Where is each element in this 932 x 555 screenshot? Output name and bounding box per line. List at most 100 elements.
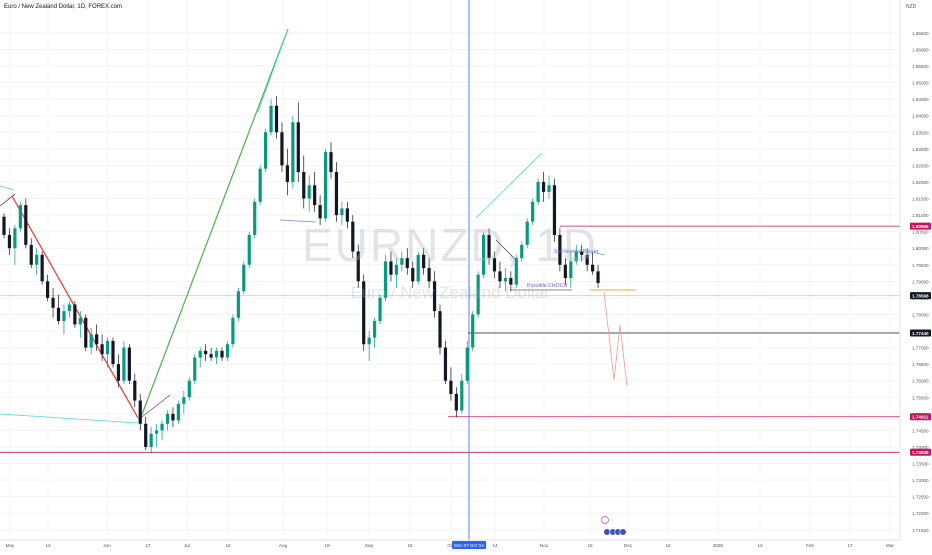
time-tick-label: Oct: [447, 543, 455, 548]
projection-path: [603, 291, 628, 387]
candle-body: [253, 201, 257, 235]
price-level-tag-bg: [910, 448, 931, 456]
candle-body: [541, 181, 546, 192]
time-tick-label: Jul: [184, 543, 190, 548]
time-axis[interactable]: May 13 Jun 17 Jul 15 Aug 19 Sep 16 Oct 14 Nov 18 Dec 16…: [0, 539, 900, 549]
annotations: Sell Internal Bourer Possible CHOCH: [527, 249, 599, 289]
price-tick-label: 1.72500: [912, 495, 929, 500]
candle-body: [187, 380, 191, 398]
candle: [585, 248, 589, 272]
price-tick-label: 1.79000: [912, 279, 929, 284]
candle: [116, 354, 121, 388]
candle: [67, 301, 71, 318]
price-tick-label: 1.77000: [912, 346, 929, 351]
candle-body: [536, 181, 540, 202]
candle: [89, 327, 93, 355]
candle-body: [334, 172, 339, 216]
candle: [84, 314, 88, 351]
price-level-tag-label: 1.73838: [912, 450, 929, 455]
candle: [345, 201, 349, 229]
candle-body: [367, 337, 371, 345]
time-tick-label: 16: [665, 543, 671, 548]
candle-body: [280, 132, 284, 166]
candle-body: [329, 152, 333, 172]
candle: [487, 228, 491, 265]
price-tick-label: 1.74000: [912, 445, 929, 450]
candle: [138, 393, 142, 431]
candle-body: [67, 304, 71, 312]
candle-body: [127, 347, 131, 381]
candle: [498, 261, 502, 288]
candle: [574, 244, 578, 265]
price-tick-label: 1.78000: [912, 312, 929, 317]
candle-body: [509, 278, 513, 285]
candle-body: [547, 185, 551, 192]
candle-body: [73, 304, 77, 325]
candle-body: [558, 234, 562, 265]
candle: [46, 274, 50, 302]
candle-body: [340, 208, 344, 216]
candle: [122, 340, 126, 384]
candle: [520, 241, 524, 262]
price-tick-label: 1.84500: [912, 97, 929, 102]
candle: [193, 354, 197, 384]
candle-body: [362, 281, 366, 345]
price-tick-label: 1.80000: [912, 246, 929, 251]
candle: [492, 251, 497, 278]
candle-body: [144, 423, 148, 447]
candles: [2, 95, 600, 454]
price-tick-label: 1.73500: [912, 462, 929, 467]
candle: [198, 347, 202, 368]
candle-body: [236, 291, 240, 318]
candle: [73, 301, 77, 328]
candle: [133, 374, 137, 408]
candle-body: [574, 251, 578, 262]
candle: [449, 367, 453, 401]
candle-body: [449, 380, 453, 394]
internal-line: [591, 251, 606, 256]
candle: [389, 251, 393, 282]
candle-body: [214, 350, 219, 358]
candle-body: [427, 268, 431, 282]
candle: [465, 340, 469, 384]
candle: [482, 231, 486, 278]
time-tick-label: 14: [492, 543, 498, 548]
price-tick-label: 1.82500: [912, 163, 929, 168]
candle-body: [2, 216, 6, 235]
candle-body: [18, 205, 22, 229]
candle-body: [89, 334, 93, 348]
event-markers[interactable]: [601, 516, 627, 536]
candle: [536, 178, 540, 206]
time-tick-label: Jun: [103, 543, 111, 548]
price-axis[interactable]: 1.86500 1.86000 1.85500 1.85000 1.84500 1.840…: [899, 0, 932, 550]
candle: [29, 238, 33, 269]
candle: [307, 175, 311, 212]
price-tick-label: 1.79500: [912, 263, 929, 268]
candle-body: [133, 380, 137, 401]
candle-body: [231, 317, 235, 345]
trend-line-black-right: [495, 239, 519, 263]
candle: [591, 251, 595, 275]
candle-body: [225, 344, 230, 358]
candle-body: [274, 105, 279, 133]
candle: [291, 115, 295, 189]
candle: [525, 218, 529, 249]
price-level-tag: 1.74911: [910, 413, 931, 421]
price-tick-label: 1.76000: [912, 379, 929, 384]
time-tick-label: 16: [407, 543, 413, 548]
candle-body: [531, 201, 535, 222]
crosshair-date-label: Mon 07 Oct '24: [454, 543, 484, 548]
candle-body: [460, 380, 464, 411]
price-level-tag-bg: [910, 222, 931, 230]
time-tick-label: 18: [587, 543, 593, 548]
candle: [209, 347, 213, 361]
candle-body: [569, 261, 573, 278]
time-tick-label: Mar: [886, 543, 894, 548]
price-tick-label: 1.82000: [912, 180, 929, 185]
candle-body: [422, 254, 426, 269]
time-tick-label: 13: [45, 543, 51, 548]
price-level-tag-bg: [910, 329, 931, 337]
candle-body: [471, 314, 475, 348]
